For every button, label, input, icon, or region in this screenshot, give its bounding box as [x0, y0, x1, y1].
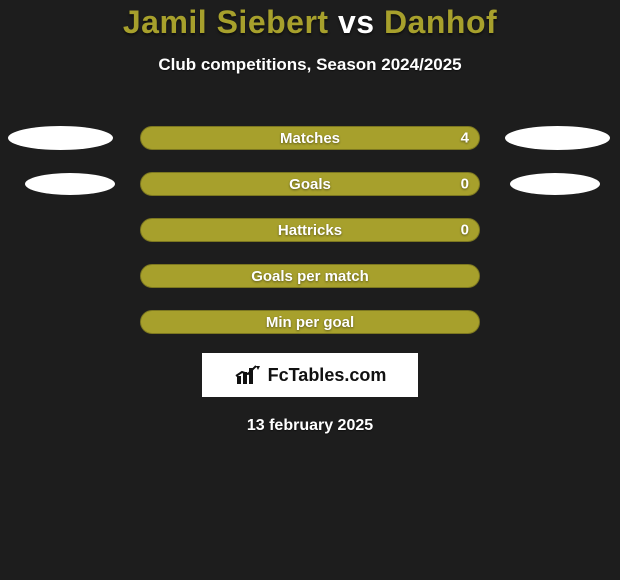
stat-row: Goals 0 [0, 161, 620, 207]
stat-label: Hattricks [278, 222, 342, 239]
stat-row: Matches 4 [0, 115, 620, 161]
stat-bars: Matches 4 Goals 0 Hattricks 0 Goals per match M… [0, 115, 620, 345]
stat-value-right: 0 [461, 222, 469, 239]
stat-value-right: 0 [461, 176, 469, 193]
stat-label: Goals [289, 176, 331, 193]
brand-logo: FcTables.com [202, 353, 418, 397]
stat-bar: Matches 4 [140, 126, 480, 150]
page-title: Jamil Siebert vs Danhof [0, 4, 620, 41]
stat-label: Goals per match [251, 268, 369, 285]
stat-row: Min per goal [0, 299, 620, 345]
title-vs: vs [338, 4, 375, 40]
right-indicator [510, 173, 600, 195]
stat-bar: Goals per match [140, 264, 480, 288]
title-player2: Danhof [384, 4, 497, 40]
stat-bar: Goals 0 [140, 172, 480, 196]
bar-chart-icon [234, 364, 262, 386]
brand-text: FcTables.com [268, 365, 387, 386]
stat-row: Hattricks 0 [0, 207, 620, 253]
date-text: 13 february 2025 [0, 417, 620, 435]
stat-bar: Min per goal [140, 310, 480, 334]
title-player1: Jamil Siebert [123, 4, 329, 40]
stat-value-right: 4 [461, 130, 469, 147]
left-indicator [25, 173, 115, 195]
stats-comparison-card: Jamil Siebert vs Danhof Club competition… [0, 0, 620, 580]
stat-label: Matches [280, 130, 340, 147]
stat-bar: Hattricks 0 [140, 218, 480, 242]
subtitle: Club competitions, Season 2024/2025 [0, 55, 620, 75]
stat-row: Goals per match [0, 253, 620, 299]
left-indicator [8, 126, 113, 150]
stat-label: Min per goal [266, 314, 354, 331]
right-indicator [505, 126, 610, 150]
